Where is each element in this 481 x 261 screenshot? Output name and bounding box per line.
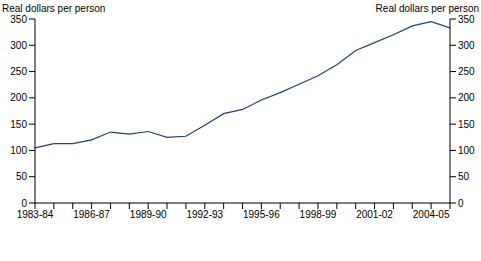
svg-text:1983-84: 1983-84 — [17, 209, 54, 220]
svg-text:200: 200 — [10, 92, 27, 103]
svg-text:150: 150 — [458, 119, 473, 130]
svg-text:300: 300 — [458, 40, 473, 51]
svg-text:1995-96: 1995-96 — [243, 209, 280, 220]
svg-text:100: 100 — [458, 145, 473, 156]
svg-text:50: 50 — [458, 171, 470, 182]
svg-text:200: 200 — [458, 92, 473, 103]
svg-text:1998-99: 1998-99 — [300, 209, 337, 220]
svg-text:50: 50 — [16, 171, 28, 182]
svg-text:100: 100 — [10, 145, 27, 156]
svg-text:2001-02: 2001-02 — [356, 209, 393, 220]
svg-text:1986-87: 1986-87 — [73, 209, 110, 220]
svg-text:1992-93: 1992-93 — [186, 209, 223, 220]
svg-text:2004-05: 2004-05 — [413, 209, 450, 220]
svg-text:250: 250 — [10, 66, 27, 77]
html-text:Real dollars per person: Real dollars per person — [375, 3, 479, 14]
html-text:Real dollars per person: Real dollars per person — [2, 3, 106, 14]
svg-text:150: 150 — [10, 119, 27, 130]
svg-text:250: 250 — [458, 66, 473, 77]
svg-text:350: 350 — [458, 14, 473, 25]
svg-text:0: 0 — [21, 198, 27, 209]
svg-text:0: 0 — [458, 198, 464, 209]
svg-text:300: 300 — [10, 40, 27, 51]
svg-text:350: 350 — [10, 14, 27, 25]
svg-text:1989-90: 1989-90 — [130, 209, 167, 220]
